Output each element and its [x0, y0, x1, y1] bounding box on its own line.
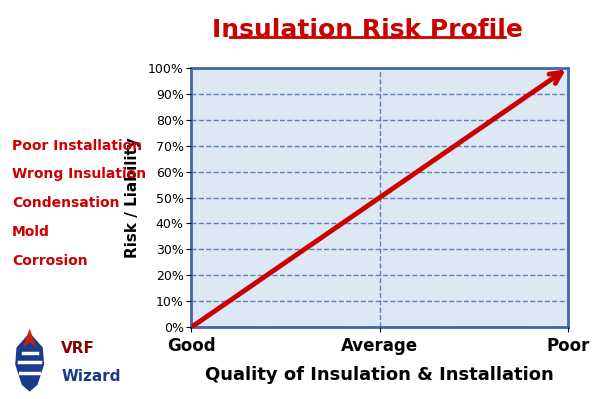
Text: Wizard: Wizard	[61, 369, 121, 383]
Text: Condensation: Condensation	[12, 196, 120, 210]
Text: Insulation Risk Profile: Insulation Risk Profile	[212, 18, 523, 42]
Text: Poor Installation: Poor Installation	[12, 138, 142, 153]
Text: VRF: VRF	[61, 342, 95, 356]
Text: Wrong Insulation: Wrong Insulation	[12, 167, 146, 182]
Polygon shape	[23, 328, 36, 348]
Polygon shape	[15, 333, 44, 392]
Text: Mold: Mold	[12, 225, 50, 239]
Text: Corrosion: Corrosion	[12, 253, 87, 268]
Y-axis label: Risk / Liability: Risk / Liability	[124, 137, 139, 258]
X-axis label: Quality of Insulation & Installation: Quality of Insulation & Installation	[205, 366, 554, 384]
